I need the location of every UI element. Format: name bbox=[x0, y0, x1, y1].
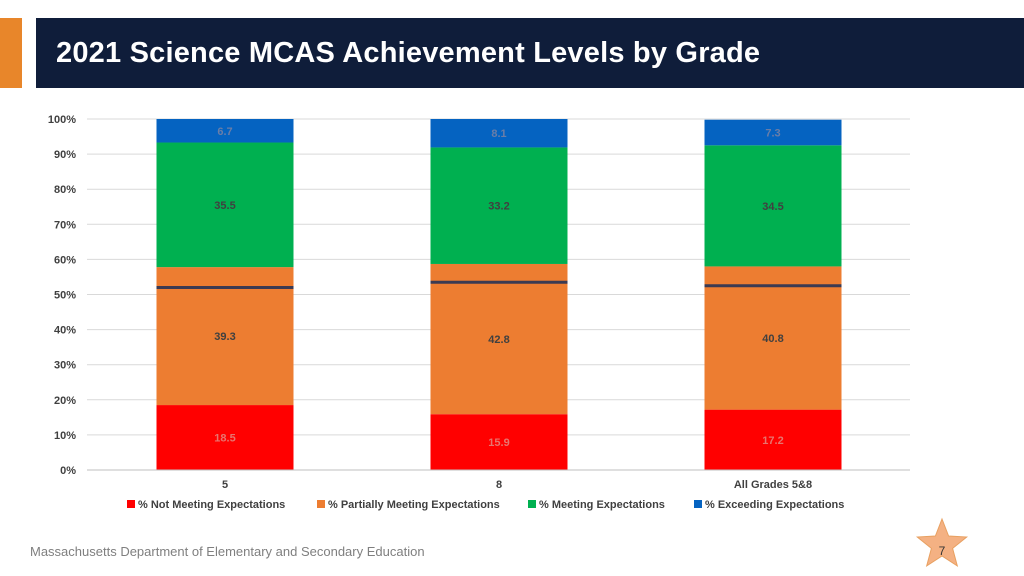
data-label: 7.3 bbox=[765, 128, 780, 140]
legend-label: % Exceeding Expectations bbox=[705, 499, 844, 511]
legend-swatch bbox=[694, 500, 702, 508]
accent-bar bbox=[0, 18, 22, 88]
page-number-star-icon: 7 bbox=[915, 517, 969, 568]
y-tick-label: 20% bbox=[54, 395, 76, 407]
y-tick-label: 0% bbox=[60, 465, 76, 477]
y-tick-label: 70% bbox=[54, 219, 76, 231]
legend-swatch bbox=[528, 500, 536, 508]
data-label: 33.2 bbox=[488, 201, 509, 213]
data-label: 35.5 bbox=[214, 200, 235, 212]
y-tick-label: 30% bbox=[54, 360, 76, 372]
legend-swatch bbox=[317, 500, 325, 508]
bar-segment bbox=[156, 119, 294, 143]
data-label: 8.1 bbox=[491, 128, 506, 140]
star-shape bbox=[915, 517, 969, 568]
data-label: 6.7 bbox=[217, 126, 232, 138]
legend-swatch bbox=[127, 500, 135, 508]
bar-segment bbox=[704, 145, 842, 267]
bar-segment bbox=[156, 267, 294, 406]
y-tick-label: 90% bbox=[54, 149, 76, 161]
footer-organization: Massachusetts Department of Elementary a… bbox=[30, 544, 425, 559]
legend-label: % Meeting Expectations bbox=[539, 499, 665, 511]
bar-segment bbox=[430, 147, 568, 264]
data-label: 42.8 bbox=[488, 334, 509, 346]
y-tick-label: 40% bbox=[54, 325, 76, 337]
bar-segment bbox=[704, 409, 842, 470]
page-number: 7 bbox=[939, 544, 946, 558]
data-label: 17.2 bbox=[762, 435, 783, 447]
data-label: 34.5 bbox=[762, 201, 783, 213]
bar-segment bbox=[156, 405, 294, 470]
page-title: 2021 Science MCAS Achievement Levels by … bbox=[56, 36, 761, 69]
legend-label: % Not Meeting Expectations bbox=[138, 499, 285, 511]
data-label: 39.3 bbox=[214, 331, 235, 343]
legend-label: % Partially Meeting Expectations bbox=[328, 499, 500, 511]
data-label: 18.5 bbox=[214, 433, 235, 445]
y-tick-label: 60% bbox=[54, 254, 76, 266]
stacked-bar-chart: 0% 10% 20% 30% 40% 50% 60% 70% 80% 90% 100% 18.5 39.… bbox=[48, 114, 910, 511]
bar-segment bbox=[430, 263, 568, 415]
bar-segment bbox=[430, 119, 568, 148]
data-label: 40.8 bbox=[762, 333, 783, 345]
y-tick-label: 10% bbox=[54, 430, 76, 442]
y-tick-label: 50% bbox=[54, 290, 76, 302]
x-tick-label: 5 bbox=[222, 479, 228, 491]
data-label: 15.9 bbox=[488, 437, 509, 449]
x-tick-label: All Grades 5&8 bbox=[734, 479, 812, 491]
x-tick-label: 8 bbox=[496, 479, 502, 491]
bar-segment bbox=[704, 266, 842, 410]
title-bar: 2021 Science MCAS Achievement Levels by … bbox=[36, 18, 1024, 88]
bar-segment bbox=[430, 414, 568, 470]
bar-segment bbox=[156, 142, 294, 268]
y-tick-label: 100% bbox=[48, 114, 76, 126]
y-tick-label: 80% bbox=[54, 184, 76, 196]
bar-segment bbox=[704, 119, 842, 146]
